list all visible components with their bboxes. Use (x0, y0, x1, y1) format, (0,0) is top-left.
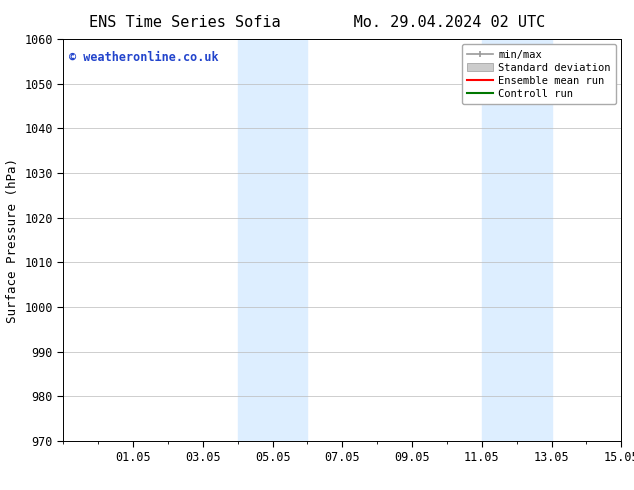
Y-axis label: Surface Pressure (hPa): Surface Pressure (hPa) (6, 158, 19, 322)
Legend: min/max, Standard deviation, Ensemble mean run, Controll run: min/max, Standard deviation, Ensemble me… (462, 45, 616, 104)
Bar (482, 39, 552, 441)
Bar (238, 39, 307, 441)
Text: ENS Time Series Sofia        Mo. 29.04.2024 02 UTC: ENS Time Series Sofia Mo. 29.04.2024 02 … (89, 15, 545, 30)
Text: © weatheronline.co.uk: © weatheronline.co.uk (69, 51, 219, 64)
